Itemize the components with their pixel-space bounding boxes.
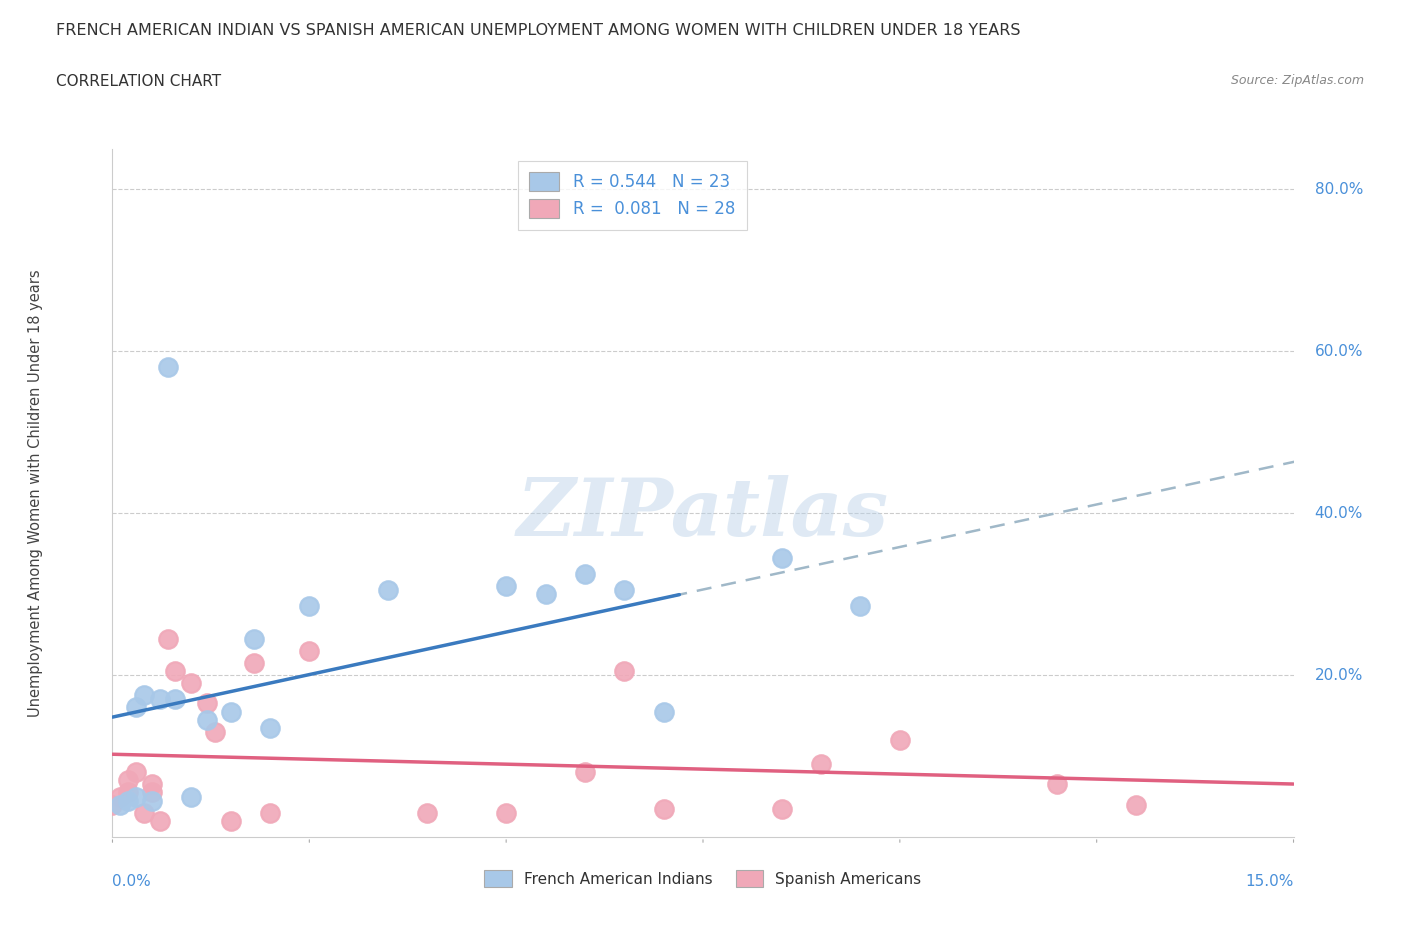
Point xyxy=(495,578,517,593)
Point xyxy=(613,582,636,597)
Point xyxy=(889,733,911,748)
Point xyxy=(534,587,557,602)
Point xyxy=(495,805,517,820)
Point xyxy=(195,696,218,711)
Point xyxy=(132,805,155,820)
Text: 0.0%: 0.0% xyxy=(112,874,152,889)
Point xyxy=(110,789,132,804)
Point xyxy=(149,692,172,707)
Point xyxy=(243,656,266,671)
Point xyxy=(156,631,179,646)
Point xyxy=(849,599,872,614)
Text: FRENCH AMERICAN INDIAN VS SPANISH AMERICAN UNEMPLOYMENT AMONG WOMEN WITH CHILDRE: FRENCH AMERICAN INDIAN VS SPANISH AMERIC… xyxy=(56,23,1021,38)
Legend: French American Indians, Spanish Americans: French American Indians, Spanish America… xyxy=(474,859,932,898)
Point xyxy=(117,793,139,808)
Point xyxy=(574,566,596,581)
Point xyxy=(101,797,124,812)
Point xyxy=(652,704,675,719)
Point xyxy=(574,764,596,779)
Point xyxy=(125,764,148,779)
Point xyxy=(810,757,832,772)
Point xyxy=(1125,797,1147,812)
Point xyxy=(125,789,148,804)
Point xyxy=(770,802,793,817)
Point xyxy=(652,802,675,817)
Point xyxy=(117,773,139,788)
Point xyxy=(416,805,439,820)
Point xyxy=(149,814,172,829)
Point xyxy=(180,676,202,691)
Text: Unemployment Among Women with Children Under 18 years: Unemployment Among Women with Children U… xyxy=(28,269,42,717)
Point xyxy=(770,551,793,565)
Text: 40.0%: 40.0% xyxy=(1315,506,1362,521)
Point xyxy=(195,712,218,727)
Point xyxy=(219,704,242,719)
Text: 80.0%: 80.0% xyxy=(1315,181,1362,197)
Point xyxy=(156,360,179,375)
Point xyxy=(132,688,155,703)
Point xyxy=(165,692,187,707)
Point xyxy=(219,814,242,829)
Point xyxy=(117,785,139,800)
Point xyxy=(180,789,202,804)
Text: ZIPatlas: ZIPatlas xyxy=(517,475,889,552)
Point xyxy=(298,599,321,614)
Point xyxy=(204,724,226,739)
Point xyxy=(141,785,163,800)
Text: CORRELATION CHART: CORRELATION CHART xyxy=(56,74,221,89)
Text: 60.0%: 60.0% xyxy=(1315,344,1362,359)
Point xyxy=(259,805,281,820)
Point xyxy=(141,793,163,808)
Point xyxy=(259,720,281,735)
Point xyxy=(141,777,163,791)
Point xyxy=(243,631,266,646)
Text: Source: ZipAtlas.com: Source: ZipAtlas.com xyxy=(1230,74,1364,87)
Text: 15.0%: 15.0% xyxy=(1246,874,1294,889)
Point xyxy=(1046,777,1069,791)
Point xyxy=(613,664,636,679)
Point xyxy=(125,700,148,715)
Point xyxy=(298,644,321,658)
Point xyxy=(110,797,132,812)
Point xyxy=(165,664,187,679)
Text: 20.0%: 20.0% xyxy=(1315,668,1362,683)
Point xyxy=(377,582,399,597)
